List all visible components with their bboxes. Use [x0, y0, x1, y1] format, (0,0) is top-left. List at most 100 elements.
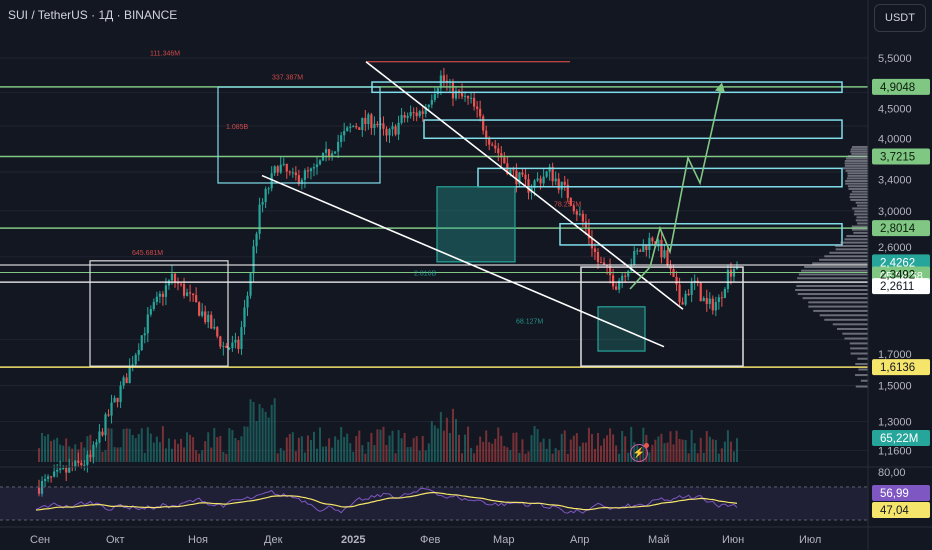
candle — [702, 298, 705, 302]
volume-bar — [418, 450, 421, 462]
volume-bar — [394, 453, 397, 462]
candle — [346, 127, 349, 132]
candle — [246, 295, 249, 308]
volume-bar — [294, 451, 297, 462]
candle — [192, 293, 195, 296]
volume-bar — [204, 441, 207, 462]
candle — [179, 283, 183, 285]
volume-bar — [430, 421, 433, 462]
volume-bar — [297, 437, 300, 462]
candle — [723, 289, 726, 298]
candle — [708, 298, 711, 304]
volume-bar — [201, 450, 204, 462]
volume-bar — [596, 433, 599, 462]
volume-profile-bar — [845, 179, 868, 182]
volume-bar — [122, 428, 125, 462]
volume-bar — [530, 435, 533, 462]
candle — [98, 431, 101, 443]
volume-bar — [164, 448, 167, 462]
volume-bar — [240, 436, 243, 462]
candle — [536, 178, 539, 181]
volume-bar — [358, 430, 361, 462]
candle — [663, 250, 666, 258]
candle — [551, 166, 554, 182]
volume-profile-bar — [847, 174, 868, 177]
volume-profile-bar — [856, 204, 868, 207]
candle — [92, 444, 95, 458]
volume-profile-bar — [844, 337, 868, 340]
volume-profile-bar — [847, 185, 868, 188]
candle — [116, 397, 119, 402]
alert-icon[interactable]: ⚡ — [630, 443, 649, 462]
candle — [306, 170, 310, 172]
volume-bar — [270, 404, 273, 462]
volume-bar — [584, 442, 587, 462]
volume-bar — [621, 431, 624, 462]
candle — [599, 262, 603, 264]
price-badge — [872, 220, 930, 237]
currency-button[interactable]: USDT — [874, 4, 926, 32]
candle — [249, 273, 252, 296]
volume-profile-bar — [849, 196, 868, 199]
volume-bar — [560, 433, 563, 462]
candle — [282, 163, 285, 165]
candle — [473, 97, 476, 107]
candle — [237, 339, 240, 350]
candle — [548, 166, 551, 172]
candle — [430, 99, 433, 105]
candle — [648, 237, 651, 251]
volume-bar — [485, 430, 488, 462]
candle — [527, 179, 530, 193]
candle — [645, 245, 648, 251]
volume-bar — [219, 435, 222, 462]
volume-bar — [615, 445, 618, 462]
rsi-badge-label: 56,99 — [880, 488, 909, 500]
candle — [639, 250, 642, 252]
candle — [337, 141, 340, 152]
candle — [615, 286, 618, 290]
volume-bar — [258, 404, 261, 462]
volume-bar — [234, 437, 237, 462]
volume-bar — [113, 447, 116, 462]
time-tick: Мар — [493, 534, 515, 546]
volume-bar — [536, 429, 539, 462]
volume-bar — [690, 429, 693, 462]
volume-profile-bar — [835, 248, 868, 251]
volume-bar — [551, 453, 554, 462]
price-badge-label: 1,6136 — [880, 362, 915, 374]
candle — [678, 284, 681, 303]
volume-profile-bar — [845, 169, 868, 172]
candle — [497, 148, 500, 154]
candle — [155, 296, 158, 302]
trend-line — [261, 174, 665, 348]
volume-bar — [59, 444, 62, 462]
volume-bar — [500, 435, 503, 462]
candle — [243, 307, 246, 328]
volume-profile-bar — [851, 225, 868, 228]
candle — [74, 460, 77, 468]
volume-bar — [146, 427, 149, 462]
candle — [291, 172, 294, 174]
volume-bar — [509, 450, 512, 462]
volume-bar — [627, 452, 630, 462]
volume-bar — [593, 448, 596, 462]
candle — [421, 111, 424, 114]
rsi-level: 80,00 — [878, 467, 906, 479]
symbol-title[interactable]: SUI / TetherUS · 1Д · BINANCE — [8, 8, 178, 22]
candle — [188, 292, 192, 294]
volume-bar — [717, 453, 720, 462]
candle — [611, 275, 615, 287]
candle — [367, 114, 370, 125]
candle — [569, 197, 572, 206]
alert-dot — [644, 443, 649, 448]
volume-bar — [352, 451, 355, 462]
candle — [167, 280, 171, 286]
candle — [451, 81, 455, 99]
volume-bar — [300, 436, 303, 462]
volume-bar — [569, 439, 572, 462]
volume-profile-bar — [846, 177, 868, 180]
volume-bar — [355, 436, 358, 462]
candle — [602, 262, 606, 265]
volume-bar — [379, 429, 382, 462]
